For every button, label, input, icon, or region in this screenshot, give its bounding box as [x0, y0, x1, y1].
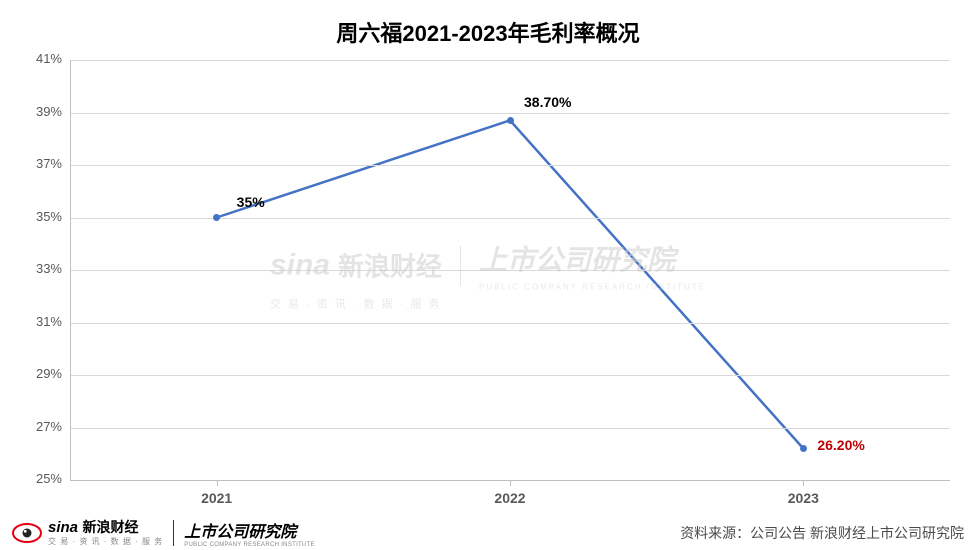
- gridline: [70, 165, 950, 166]
- y-tick-label: 33%: [12, 261, 62, 276]
- sina-cn: 新浪财经: [82, 519, 138, 535]
- gridline: [70, 270, 950, 271]
- institute-logo: 上市公司研究院 PUBLIC COMPANY RESEARCH INSTITUT…: [184, 518, 315, 548]
- x-tick-mark: [217, 480, 218, 486]
- data-source: 资料来源：公司公告 新浪财经上市公司研究院: [680, 523, 964, 543]
- y-tick-label: 25%: [12, 471, 62, 486]
- data-label: 38.70%: [524, 94, 571, 110]
- y-tick-label: 27%: [12, 419, 62, 434]
- y-tick-label: 29%: [12, 366, 62, 381]
- y-tick-label: 35%: [12, 209, 62, 224]
- institute-en: PUBLIC COMPANY RESEARCH INSTITUTE: [184, 542, 315, 548]
- chart-root: { "canvas": { "width": 976, "height": 55…: [0, 0, 976, 550]
- data-marker: [800, 445, 807, 452]
- y-tick-label: 31%: [12, 314, 62, 329]
- footer-divider: [173, 520, 174, 546]
- gridline: [70, 375, 950, 376]
- sina-eye-icon: [12, 522, 42, 544]
- sina-word: sina: [48, 519, 78, 536]
- sina-sub: 交 易 · 资 讯 · 数 据 · 服 务: [48, 538, 163, 546]
- y-tick-label: 37%: [12, 156, 62, 171]
- x-tick-mark: [803, 480, 804, 486]
- plot-area: 25%27%29%31%33%35%37%39%41%2021202220233…: [70, 60, 950, 480]
- x-tick-label: 2023: [763, 490, 843, 506]
- footer-logos: sina 新浪财经 交 易 · 资 讯 · 数 据 · 服 务 上市公司研究院 …: [12, 518, 315, 548]
- footer: sina 新浪财经 交 易 · 资 讯 · 数 据 · 服 务 上市公司研究院 …: [0, 516, 976, 550]
- x-tick-label: 2022: [470, 490, 550, 506]
- chart-title: 周六福2021-2023年毛利率概况: [0, 16, 976, 48]
- data-label: 26.20%: [817, 437, 864, 453]
- y-axis-line: [70, 60, 71, 480]
- gridline: [70, 218, 950, 219]
- sina-logo: sina 新浪财经 交 易 · 资 讯 · 数 据 · 服 务: [12, 520, 163, 546]
- gridline: [70, 60, 950, 61]
- x-tick-label: 2021: [177, 490, 257, 506]
- y-tick-label: 39%: [12, 104, 62, 119]
- institute-cn: 上市公司研究院: [184, 518, 315, 542]
- y-tick-label: 41%: [12, 51, 62, 66]
- x-tick-mark: [510, 480, 511, 486]
- data-marker: [507, 117, 514, 124]
- gridline: [70, 113, 950, 114]
- line-path: [217, 120, 804, 448]
- gridline: [70, 323, 950, 324]
- gridline: [70, 428, 950, 429]
- data-label: 35%: [237, 194, 265, 210]
